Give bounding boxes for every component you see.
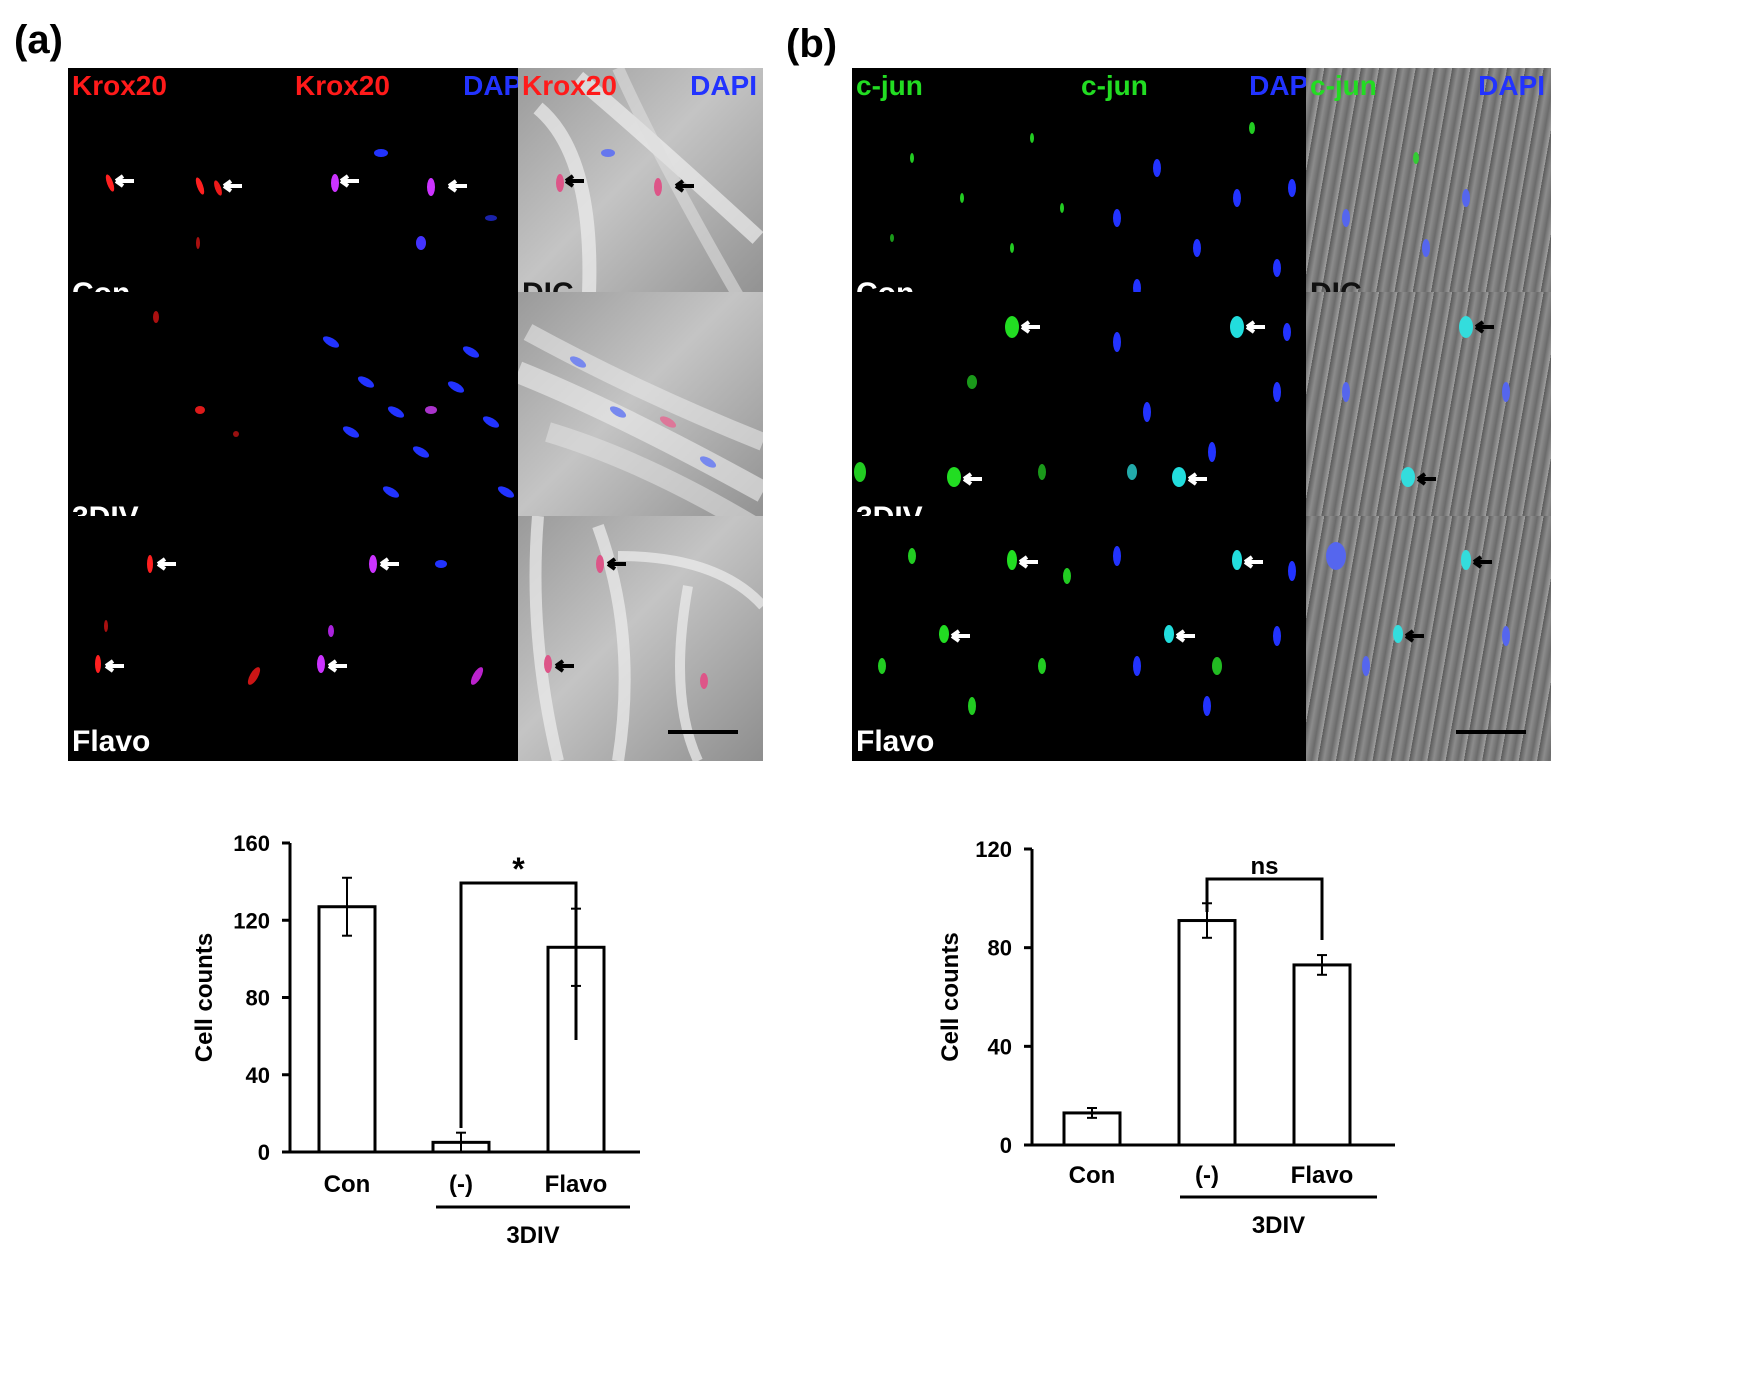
micrograph-b-cjun-flavo: Flavo	[852, 516, 1097, 761]
bar-con	[317, 905, 377, 1154]
stain-label-dapi: DAPI	[1249, 70, 1316, 101]
micrograph-a-merge-3div	[291, 292, 536, 537]
stain-label-krox20: Krox20	[522, 70, 617, 101]
scale-bar	[1456, 730, 1526, 734]
stain-label-cjun: c-jun	[856, 70, 923, 101]
significance-label: *	[512, 851, 525, 887]
stain-label-krox20: Krox20	[72, 70, 167, 101]
micrograph-b-dic-3div	[1306, 292, 1551, 537]
stain-label-cjun: c-jun	[1310, 70, 1377, 101]
stain-label-cjun: c-jun	[1081, 70, 1148, 101]
micrograph-b-merge-con: c-jun DAPI	[1077, 68, 1322, 313]
micrograph-b-merge-flavo	[1077, 516, 1322, 761]
micrograph-b-dic-flavo	[1306, 516, 1551, 761]
x-tick-label: (-)	[1195, 1162, 1219, 1189]
x-tick-label: Flavo	[1291, 1162, 1354, 1189]
stain-label-krox20: Krox20	[295, 70, 390, 101]
scale-bar	[668, 730, 738, 734]
micrograph-a-merge-con: Krox20 DAPI	[291, 68, 536, 313]
x-tick-label: Con	[1069, 1162, 1116, 1189]
stain-label-dapi: DAPI	[690, 70, 757, 101]
micrograph-b-cjun-3div: 3DIV	[852, 292, 1097, 537]
micrograph-a-dic-3div	[518, 292, 763, 537]
y-tick-label: 80	[988, 936, 1012, 961]
bar-	[1177, 919, 1237, 1147]
significance-bracket	[459, 881, 578, 1128]
significance-bracket	[1205, 877, 1324, 940]
bar-flavo	[1292, 963, 1352, 1147]
y-axis-label: Cell counts	[937, 932, 964, 1061]
y-tick-label: 120	[975, 837, 1012, 862]
micrograph-a-merge-flavo	[291, 516, 536, 761]
y-axis-label: Cell counts	[191, 933, 218, 1062]
y-tick-label: 0	[258, 1140, 270, 1165]
micrograph-b-dic-con: c-jun DAPI DIC	[1306, 68, 1551, 313]
micrograph-b-merge-3div	[1077, 292, 1322, 537]
x-tick-label: (-)	[449, 1171, 473, 1198]
micrograph-a-dic-flavo	[518, 516, 763, 761]
y-tick-label: 160	[233, 831, 270, 856]
panel-a-label: (a)	[14, 18, 63, 62]
y-tick-label: 80	[246, 986, 270, 1011]
row-label-flavo: Flavo	[856, 725, 935, 758]
y-tick-label: 0	[1000, 1133, 1012, 1158]
y-tick-label: 40	[246, 1063, 270, 1088]
panel-b-label: (b)	[786, 22, 838, 66]
row-label-flavo: Flavo	[72, 725, 151, 758]
y-tick-label: 120	[233, 908, 270, 933]
micrograph-b-cjun-con: c-jun Con	[852, 68, 1097, 313]
micrograph-a-krox-flavo: Flavo	[68, 516, 313, 761]
stain-label-dapi: DAPI	[1478, 70, 1545, 101]
x-tick-label: Flavo	[545, 1171, 608, 1198]
x-tick-label: Con	[324, 1171, 371, 1198]
group-label: 3DIV	[506, 1222, 559, 1249]
group-label: 3DIV	[1252, 1212, 1305, 1239]
significance-label: ns	[1250, 853, 1278, 880]
y-tick-label: 40	[988, 1034, 1012, 1059]
